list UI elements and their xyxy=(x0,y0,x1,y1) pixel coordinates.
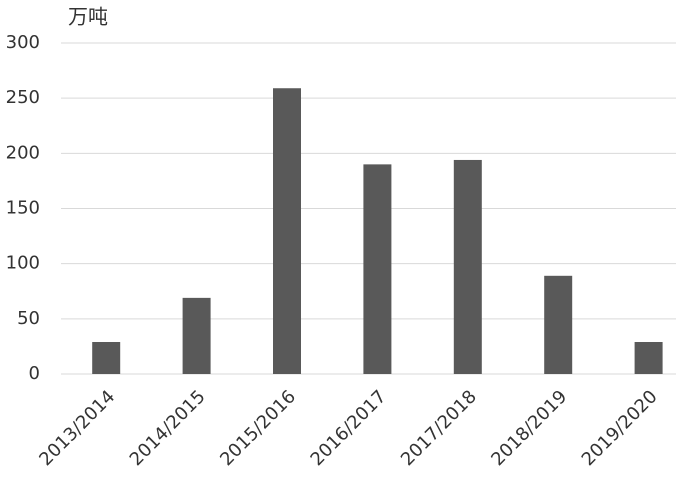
y-axis-label: 万吨 xyxy=(68,5,108,29)
x-tick-label: 2018/2019 xyxy=(487,386,571,470)
x-tick-label: 2013/2014 xyxy=(35,386,119,470)
x-tick-label: 2019/2020 xyxy=(578,386,662,470)
bar xyxy=(363,164,392,374)
bar xyxy=(544,275,573,374)
bar xyxy=(453,159,482,374)
x-tick-label: 2017/2018 xyxy=(397,386,481,470)
y-tick-label: 100 xyxy=(6,253,40,274)
x-tick-label: 2015/2016 xyxy=(216,386,300,470)
y-tick-label: 150 xyxy=(6,198,40,219)
bar xyxy=(182,297,211,374)
y-tick-label: 300 xyxy=(6,32,40,53)
x-tick-label: 2014/2015 xyxy=(126,386,210,470)
x-tick-label: 2016/2017 xyxy=(307,386,391,470)
y-tick-label: 200 xyxy=(6,142,40,163)
bar xyxy=(634,342,663,374)
y-tick-label: 250 xyxy=(6,87,40,108)
y-tick-label: 50 xyxy=(17,308,40,329)
bar xyxy=(273,88,301,374)
bar xyxy=(92,342,121,374)
y-tick-label: 0 xyxy=(29,363,40,384)
